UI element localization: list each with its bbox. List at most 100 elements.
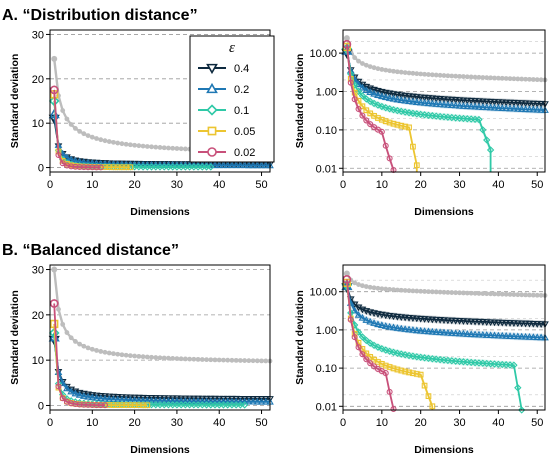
data-point <box>250 358 256 364</box>
legend-marker <box>207 147 217 157</box>
series-eps_0.4 <box>341 283 549 329</box>
data-point <box>375 285 381 291</box>
data-point <box>221 357 226 363</box>
data-point <box>475 318 483 326</box>
data-point <box>440 317 448 324</box>
data-point <box>363 62 369 68</box>
data-point <box>358 83 367 91</box>
data-point <box>475 98 483 106</box>
y-tick-label: 1.00 <box>316 325 337 337</box>
data-point <box>507 292 513 297</box>
data-point <box>160 395 169 402</box>
data-point <box>246 358 252 364</box>
plot-frame <box>49 264 271 411</box>
x-tick-label: 0 <box>47 179 53 191</box>
data-point <box>498 104 507 111</box>
data-point <box>88 392 97 399</box>
data-point <box>410 70 416 76</box>
data-point <box>397 314 406 321</box>
data-point <box>483 136 491 144</box>
data-point <box>75 391 84 398</box>
data-point <box>416 315 425 323</box>
data-point <box>55 383 62 390</box>
data-point <box>511 292 517 297</box>
y-tick-label: 0.01 <box>316 163 337 175</box>
data-point <box>467 330 476 338</box>
legend-label: 0.05 <box>234 126 255 138</box>
data-point <box>397 350 405 358</box>
data-point <box>490 99 499 106</box>
data-point <box>486 319 495 327</box>
data-point <box>56 306 61 312</box>
data-point <box>160 397 169 404</box>
data-point <box>478 330 487 338</box>
panel-b-linear: 0 10 20 30 0 10 20 30 40 50 Dimensions Standard dev… <box>9 264 274 456</box>
data-point <box>232 395 241 403</box>
confidence-band <box>54 332 271 401</box>
data-point <box>80 164 87 171</box>
data-point <box>195 356 201 362</box>
data-point <box>510 332 518 340</box>
data-point <box>409 326 417 333</box>
data-point <box>212 357 218 363</box>
data-point <box>240 161 249 169</box>
data-point <box>189 395 198 403</box>
data-point <box>228 397 236 405</box>
data-point <box>153 144 159 150</box>
data-point <box>122 394 131 402</box>
data-point <box>538 77 544 83</box>
y-tick-label: 0.01 <box>316 401 337 413</box>
data-point <box>157 145 163 150</box>
data-point <box>401 314 410 322</box>
data-point <box>370 341 378 350</box>
data-point <box>68 163 75 170</box>
data-point <box>393 324 402 331</box>
legend-entry: 0.05 <box>198 126 255 138</box>
data-point <box>94 136 99 141</box>
data-point <box>463 330 472 337</box>
x-tick-label: 50 <box>255 179 267 191</box>
y-axis-label: Standard deviation <box>294 290 306 385</box>
data-point <box>432 316 441 324</box>
legend-marker <box>206 104 218 116</box>
data-point <box>421 382 428 389</box>
data-point <box>472 74 478 80</box>
data-point <box>494 99 503 106</box>
data-point <box>519 292 525 298</box>
data-point <box>394 366 401 373</box>
data-point <box>81 131 87 137</box>
data-point <box>367 121 374 128</box>
data-point <box>381 312 390 320</box>
data-point <box>537 101 545 108</box>
data-point <box>455 329 464 337</box>
data-point <box>513 320 522 328</box>
data-point <box>362 86 371 94</box>
data-point <box>382 104 390 112</box>
data-point <box>219 397 228 405</box>
data-point <box>502 104 511 112</box>
data-point <box>363 284 369 289</box>
legend-marker <box>206 63 218 75</box>
data-point <box>389 323 398 331</box>
x-tick-label: 20 <box>128 417 140 429</box>
data-point <box>410 370 416 377</box>
data-point <box>529 333 538 340</box>
data-point <box>521 105 530 113</box>
data-point <box>533 333 542 341</box>
data-point <box>356 58 361 64</box>
series-reference <box>343 270 548 298</box>
data-point <box>354 310 363 318</box>
data-point <box>72 163 79 170</box>
data-point <box>391 287 396 293</box>
data-point <box>433 72 439 78</box>
data-point <box>211 161 219 169</box>
data-point <box>68 122 74 127</box>
legend-entry: 0.4 <box>198 63 249 75</box>
x-tick-label: 10 <box>376 417 388 429</box>
data-point <box>506 332 514 339</box>
data-point <box>513 100 522 107</box>
data-point <box>429 403 436 410</box>
data-point <box>84 391 92 399</box>
data-point <box>199 357 205 362</box>
data-point <box>414 71 420 77</box>
